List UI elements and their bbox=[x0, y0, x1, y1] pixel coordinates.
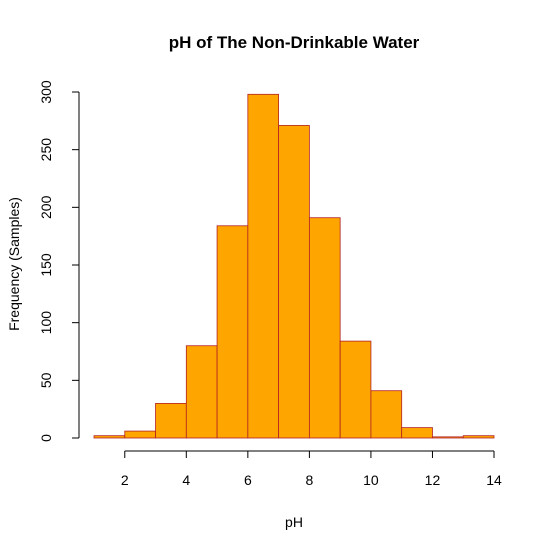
x-axis: 2 4 6 8 10 12 14 bbox=[121, 451, 502, 488]
histogram-bar bbox=[432, 437, 463, 438]
histogram-bar bbox=[340, 341, 371, 438]
histogram-bar bbox=[463, 436, 494, 438]
y-tick-label: 300 bbox=[38, 80, 54, 104]
y-axis-label: Frequency (Samples) bbox=[6, 197, 22, 331]
x-tick-label: 10 bbox=[363, 472, 379, 488]
y-tick-label: 150 bbox=[38, 253, 54, 277]
histogram-bar bbox=[94, 436, 125, 438]
histogram-bar bbox=[279, 125, 310, 438]
histogram-bar bbox=[125, 431, 156, 438]
x-tick-label: 12 bbox=[425, 472, 441, 488]
x-axis-label: pH bbox=[285, 514, 303, 530]
histogram-bar bbox=[156, 403, 187, 438]
histogram-bar bbox=[371, 391, 402, 438]
x-tick-label: 6 bbox=[244, 472, 252, 488]
histogram-bar bbox=[248, 94, 279, 438]
histogram-bar bbox=[309, 218, 340, 438]
y-tick-label: 50 bbox=[38, 372, 54, 388]
x-tick-label: 4 bbox=[182, 472, 190, 488]
histogram-bars bbox=[94, 94, 494, 438]
x-tick-label: 14 bbox=[486, 472, 502, 488]
y-tick-label: 0 bbox=[38, 434, 54, 442]
histogram-bar bbox=[186, 346, 217, 438]
histogram-bar bbox=[217, 226, 248, 438]
y-tick-label: 200 bbox=[38, 195, 54, 219]
x-tick-label: 8 bbox=[305, 472, 313, 488]
chart-title: pH of The Non-Drinkable Water bbox=[169, 33, 420, 52]
y-axis: 0 50 100 150 200 250 300 bbox=[38, 80, 79, 442]
histogram-bar bbox=[402, 428, 433, 438]
x-tick-label: 2 bbox=[121, 472, 129, 488]
y-tick-label: 250 bbox=[38, 138, 54, 162]
y-tick-label: 100 bbox=[38, 311, 54, 335]
